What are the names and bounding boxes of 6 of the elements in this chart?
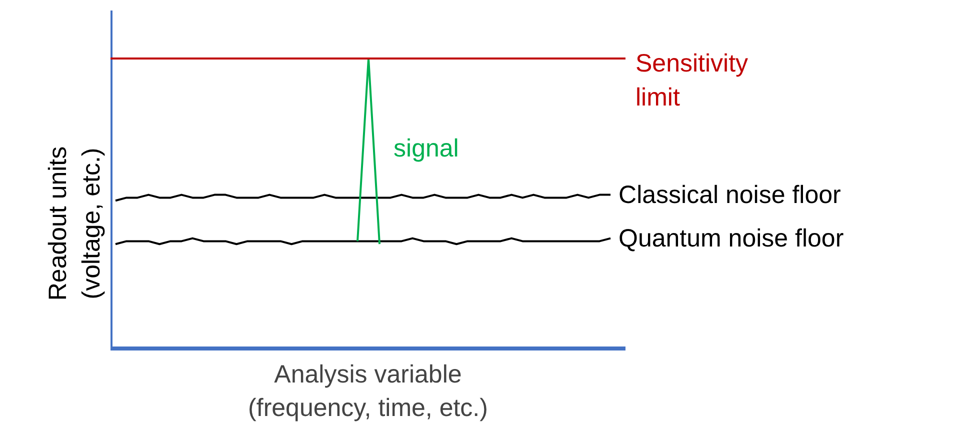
y-axis-title: Readout units (voltage, etc.): [44, 146, 106, 301]
series-label: Quantum noise floor: [618, 224, 844, 252]
series-label: signal: [394, 134, 459, 162]
series-label: Classical noise floor: [618, 180, 841, 209]
ref-line-label: Sensitivity limit: [635, 50, 749, 112]
x-axis-title: Analysis variable (frequency, time, etc.): [248, 360, 488, 422]
